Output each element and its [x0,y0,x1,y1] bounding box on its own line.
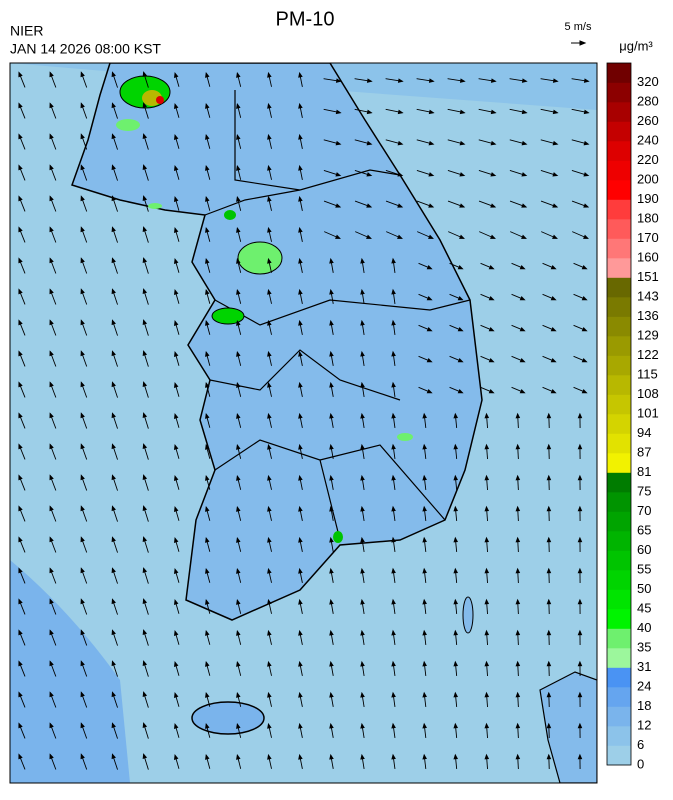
colorbar-segment [607,648,631,668]
colorbar-label: 87 [637,444,651,459]
colorbar-label: 190 [637,191,659,206]
colorbar-segment [607,726,631,746]
colorbar-label: 143 [637,288,659,303]
colorbar-segment [607,434,631,454]
colorbar-segment [607,531,631,551]
colorbar-label: 160 [637,249,659,264]
map [10,63,597,783]
colorbar-label: 65 [637,522,651,537]
colorbar-label: 24 [637,678,651,693]
colorbar-label: 101 [637,405,659,420]
colorbar-label: 200 [637,171,659,186]
colorbar-segment [607,161,631,181]
colorbar-segment [607,122,631,142]
colorbar-segment [607,668,631,688]
colorbar-segment [607,200,631,220]
colorbar-label: 129 [637,327,659,342]
colorbar-segment [607,180,631,200]
colorbar-segment [607,278,631,298]
colorbar-segment [607,473,631,493]
colorbar-label: 260 [637,113,659,128]
colorbar-segment [607,687,631,707]
colorbar-label: 220 [637,152,659,167]
colorbar-segment [607,395,631,415]
colorbar-label: 170 [637,230,659,245]
colorbar-segment [607,258,631,278]
colorbar-label: 180 [637,210,659,225]
colorbar-segment [607,297,631,317]
colorbar-label: 0 [637,756,644,771]
colorbar-segment [607,609,631,629]
colorbar-segment [607,141,631,161]
colorbar-label: 240 [637,132,659,147]
colorbar-segment [607,336,631,356]
colorbar-label: 31 [637,659,651,674]
colorbar-label: 12 [637,717,651,732]
colorbar-segment [607,707,631,727]
colorbar: 0 6 12 18 24 31 35 40 45 50 55 60 65 70 75 81 87 94 101 108… [607,63,659,771]
colorbar-label: 45 [637,600,651,615]
unit-label: μg/m³ [619,38,653,53]
colorbar-segment [607,551,631,571]
title: PM-10 [276,8,335,30]
colorbar-segment [607,102,631,122]
colorbar-segment [607,83,631,103]
wind-scale-arrow [571,41,585,45]
colorbar-segment [607,629,631,649]
agency: NIER [10,23,43,39]
colorbar-label: 6 [637,737,644,752]
colorbar-label: 18 [637,698,651,713]
colorbar-label: 94 [637,425,651,440]
colorbar-label: 35 [637,639,651,654]
colorbar-label: 320 [637,74,659,89]
colorbar-segment [607,219,631,239]
colorbar-label: 81 [637,464,651,479]
colorbar-label: 280 [637,93,659,108]
colorbar-label: 60 [637,542,651,557]
colorbar-label: 40 [637,620,651,635]
colorbar-label: 108 [637,386,659,401]
colorbar-label: 50 [637,581,651,596]
colorbar-segment [607,746,631,766]
colorbar-segment [607,317,631,337]
colorbar-segment [607,375,631,395]
colorbar-segment [607,63,631,83]
colorbar-segment [607,492,631,512]
colorbar-segment [607,590,631,610]
datetime: JAN 14 2026 08:00 KST [10,41,161,57]
colorbar-segment [607,239,631,259]
colorbar-label: 151 [637,269,659,284]
colorbar-label: 115 [637,366,658,381]
colorbar-label: 122 [637,347,659,362]
colorbar-label: 75 [637,483,651,498]
colorbar-label: 55 [637,561,651,576]
wind-scale-label: 5 m/s [565,21,592,33]
colorbar-segment [607,414,631,434]
colorbar-segment [607,356,631,376]
colorbar-label: 70 [637,503,651,518]
colorbar-segment [607,512,631,532]
colorbar-segment [607,453,631,473]
colorbar-segment [607,570,631,590]
colorbar-label: 136 [637,308,659,323]
